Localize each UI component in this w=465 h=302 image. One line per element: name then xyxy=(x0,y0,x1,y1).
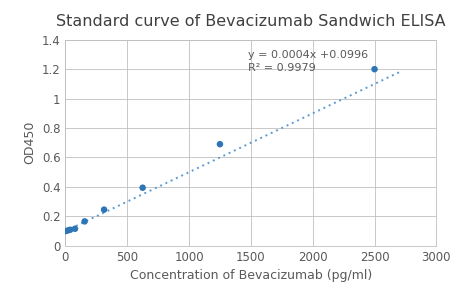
Point xyxy=(216,142,224,146)
Text: y = 0.0004x +0.0996
R² = 0.9979: y = 0.0004x +0.0996 R² = 0.9979 xyxy=(248,50,368,73)
Point xyxy=(66,227,74,232)
Point xyxy=(371,67,378,72)
Y-axis label: OD450: OD450 xyxy=(23,121,36,164)
Title: Standard curve of Bevacizumab Sandwich ELISA: Standard curve of Bevacizumab Sandwich E… xyxy=(56,14,445,29)
Point xyxy=(62,229,69,233)
Point xyxy=(71,226,79,231)
Point xyxy=(100,207,108,212)
Point xyxy=(139,185,146,190)
Point xyxy=(81,219,88,224)
X-axis label: Concentration of Bevacizumab (pg/ml): Concentration of Bevacizumab (pg/ml) xyxy=(130,269,372,282)
Point xyxy=(64,228,72,233)
